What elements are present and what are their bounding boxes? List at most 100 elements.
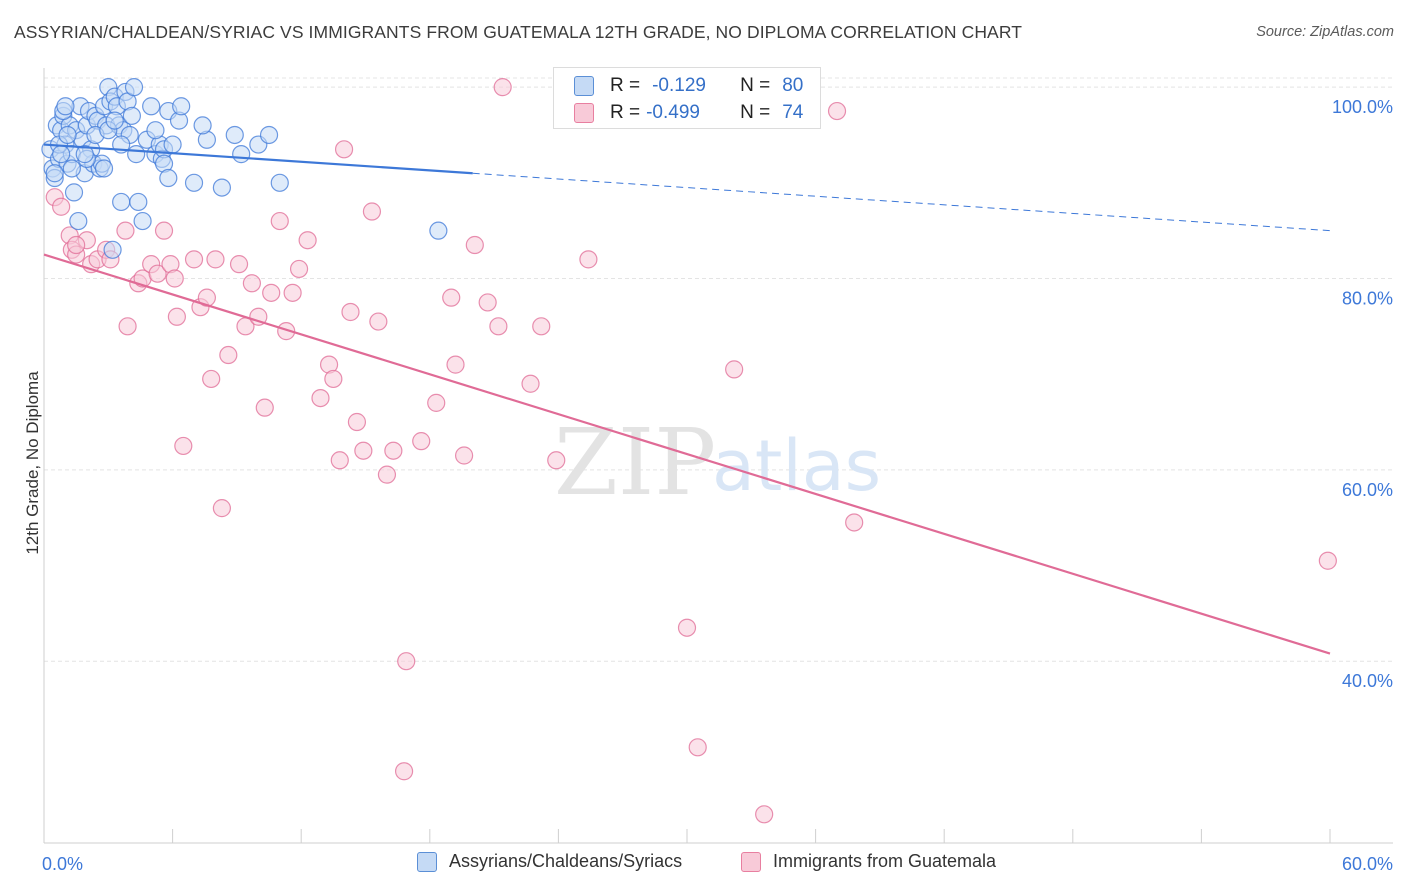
y-tick-label: 80.0%: [1342, 288, 1393, 308]
legend-label: Immigrants from Guatemala: [773, 851, 997, 871]
data-point: [259, 125, 279, 145]
data-point: [112, 192, 131, 212]
legend-item-assyrians[interactable]: Assyrians/Chaldeans/Syriacs: [417, 851, 682, 872]
series-immigrants-guatemala-points: [45, 78, 1337, 824]
data-point: [755, 805, 774, 824]
y-tick-label: 40.0%: [1342, 671, 1393, 691]
data-point: [465, 235, 484, 255]
data-point: [347, 412, 367, 432]
legend-swatch-pink: [741, 851, 761, 872]
data-point: [105, 111, 124, 130]
data-point: [277, 322, 296, 341]
data-point: [62, 159, 81, 178]
data-point: [242, 274, 262, 293]
y-tick-label: 100.0%: [1332, 97, 1393, 117]
data-point: [521, 374, 540, 393]
data-point: [330, 451, 349, 470]
data-point: [827, 101, 847, 121]
data-point: [118, 317, 137, 336]
data-point: [225, 125, 244, 145]
x-tick-label-min: 0.0%: [42, 854, 83, 874]
data-point: [103, 240, 122, 259]
data-point: [163, 135, 182, 154]
data-point: [289, 259, 309, 279]
data-point: [67, 235, 86, 255]
data-point: [52, 145, 71, 164]
stats-r-value: -0.129: [652, 75, 706, 96]
data-point: [725, 360, 744, 379]
data-point: [270, 173, 289, 192]
data-point: [369, 312, 388, 331]
data-point: [172, 97, 191, 116]
data-point: [493, 78, 512, 97]
data-point: [124, 78, 144, 97]
data-point: [94, 159, 114, 178]
data-point: [845, 513, 864, 532]
stats-row-assyrians: R = -0.129 N = 80: [574, 73, 803, 99]
data-point: [394, 762, 414, 781]
legend: Assyrians/Chaldeans/Syriacs Immigrants f…: [0, 851, 1406, 879]
data-point: [270, 211, 289, 231]
stats-n-label: N =: [740, 75, 771, 96]
data-point: [341, 302, 360, 322]
stats-n-value: 74: [782, 102, 804, 123]
data-point: [311, 388, 330, 408]
data-point: [127, 145, 146, 164]
data-point: [232, 145, 251, 164]
data-point: [334, 140, 354, 159]
data-point: [579, 250, 598, 269]
data-point: [56, 97, 75, 116]
stats-swatch-pink: [574, 103, 594, 123]
data-point: [167, 307, 186, 326]
data-point: [547, 451, 566, 470]
data-point: [142, 97, 161, 116]
data-point: [45, 164, 64, 183]
data-point: [202, 369, 221, 389]
data-point: [64, 183, 84, 202]
data-point: [429, 221, 448, 240]
data-point: [52, 197, 71, 216]
legend-label: Assyrians/Chaldeans/Syriacs: [449, 851, 683, 871]
data-point: [174, 436, 193, 456]
data-point: [75, 145, 94, 164]
gridlines: [44, 77, 1393, 662]
trend-line-assyrians: [43, 143, 473, 175]
data-point: [206, 250, 225, 269]
data-point: [69, 211, 88, 231]
stats-r-label: R =: [610, 102, 641, 123]
data-point: [454, 446, 474, 465]
watermark: ZIP atlas: [554, 409, 881, 516]
data-point: [283, 283, 302, 302]
data-point: [129, 192, 148, 212]
tick-labels: 40.0% 60.0% 80.0% 100.0% 0.0% 60.0%: [42, 97, 1393, 874]
series-assyrians-points: [41, 78, 448, 259]
data-point: [489, 317, 508, 336]
chart-title: ASSYRIAN/CHALDEAN/SYRIAC VS IMMIGRANTS F…: [14, 22, 1023, 42]
data-point: [427, 393, 446, 412]
data-point: [1318, 551, 1337, 570]
data-point: [159, 168, 178, 188]
data-point: [397, 652, 416, 671]
watermark-zip: ZIP: [554, 409, 716, 516]
stats-n-label: N =: [740, 102, 771, 123]
data-point: [362, 202, 382, 221]
correlation-stats-box: R = -0.129 N = 80 R = -0.499 N = 74: [553, 67, 821, 129]
data-point: [478, 293, 497, 312]
data-point: [249, 307, 268, 326]
data-point: [146, 121, 165, 140]
data-point: [384, 441, 403, 460]
axes: [43, 68, 1393, 844]
trend-line-guatemala: [43, 253, 1331, 655]
data-point: [212, 499, 231, 518]
x-tick-label-max: 60.0%: [1342, 854, 1393, 874]
legend-swatch-blue: [417, 851, 437, 872]
data-point: [154, 221, 174, 240]
stats-r-label: R =: [610, 75, 641, 96]
data-point: [262, 283, 281, 302]
data-point: [324, 369, 343, 389]
stats-r-value: -0.499: [646, 102, 700, 123]
y-axis-label: 12th Grade, No Diploma: [23, 371, 42, 555]
data-point: [193, 116, 212, 135]
data-point: [377, 465, 397, 484]
legend-item-guatemala[interactable]: Immigrants from Guatemala: [741, 851, 996, 872]
